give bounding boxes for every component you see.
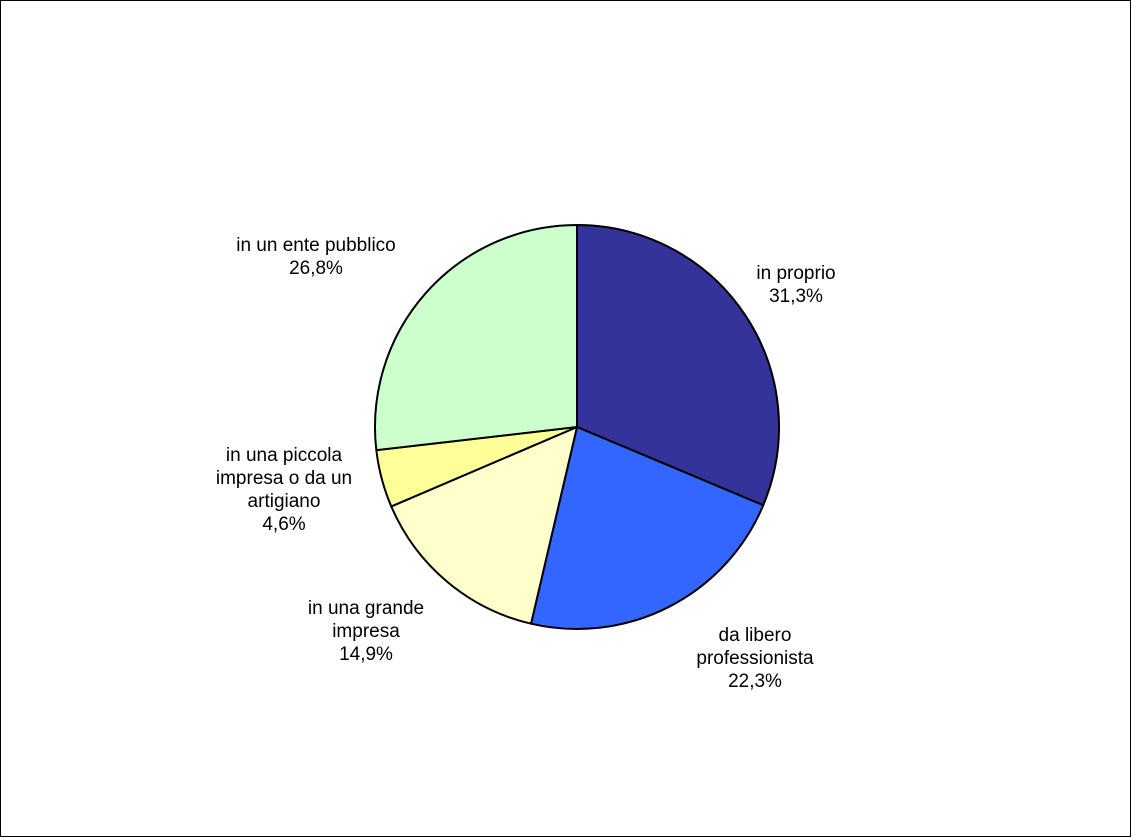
slice-data-label: da libero professionista 22,3%	[696, 625, 814, 692]
slice-value-label: 26,8%	[289, 258, 343, 279]
slice-category-label: artigiano	[248, 491, 321, 512]
pie-slice	[390, 426, 578, 625]
slice-data-label: in una piccola impresa o da un artigiano 4,…	[216, 445, 352, 535]
slice-category-label: in una grande	[308, 598, 424, 619]
slice-category-label: impresa	[332, 621, 400, 642]
pie-labels: in proprio 31,3% da libero professionista 22…	[216, 235, 836, 692]
slice-data-label: in un ente pubblico 26,8%	[236, 235, 396, 279]
slice-value-label: 14,9%	[339, 644, 393, 665]
slice-data-label: in una grande impresa 14,9%	[308, 598, 424, 665]
slice-value-label: 22,3%	[728, 671, 782, 692]
pie-slice	[576, 224, 780, 507]
slice-category-label: in una piccola	[226, 445, 343, 466]
slice-category-label: in proprio	[756, 263, 835, 284]
slice-value-label: 4,6%	[262, 514, 305, 535]
slice-data-label: in proprio 31,3%	[756, 263, 835, 307]
slice-category-label: da libero	[719, 625, 792, 646]
pie-slice	[530, 426, 765, 630]
slice-category-label: professionista	[696, 648, 814, 669]
slice-category-label: impresa o da un	[216, 468, 352, 489]
pie-slice	[374, 224, 578, 452]
slice-value-label: 31,3%	[769, 286, 823, 307]
pie-slices	[374, 224, 780, 630]
slice-category-label: in un ente pubblico	[236, 235, 396, 256]
